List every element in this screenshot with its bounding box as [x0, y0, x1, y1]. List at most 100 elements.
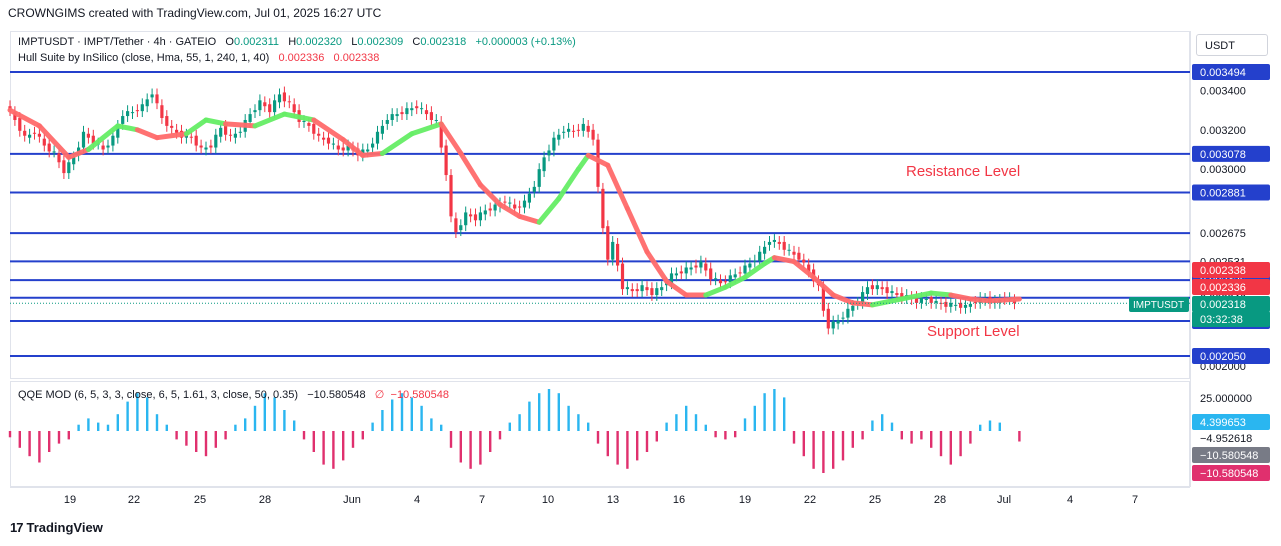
qqe-indicator-name: QQE MOD (6, 5, 3, 3, close, 6, 5, 1.61, … — [18, 389, 299, 401]
candle-body — [454, 218, 458, 233]
qqe-bar — [773, 389, 776, 431]
hull-segment — [585, 152, 611, 168]
qqe-bar — [175, 431, 178, 440]
hull-segment — [154, 131, 189, 141]
price-pane[interactable] — [10, 31, 1190, 379]
qqe-bar — [567, 405, 570, 431]
candle-body — [586, 125, 590, 132]
qqe-bar — [763, 393, 766, 431]
candle-body — [194, 135, 198, 146]
time-tick-label: 19 — [739, 494, 751, 506]
candle-body — [72, 157, 76, 165]
time-tick-label: 4 — [1067, 494, 1073, 506]
price-tag-box — [1192, 279, 1270, 295]
candle-body — [155, 94, 159, 104]
qqe-bar — [734, 431, 737, 438]
qqe-bar — [969, 431, 972, 444]
hull-segment — [664, 278, 689, 298]
qqe-value-2: −10.580548 — [390, 389, 449, 401]
candle-body — [28, 134, 32, 138]
qqe-bar — [479, 431, 482, 465]
qqe-bar — [675, 414, 678, 431]
qqe-bar — [606, 431, 609, 457]
qqe-bar — [440, 424, 443, 431]
price-tag-box — [1192, 296, 1270, 312]
symbol-legend[interactable]: IMPTUSDT · IMPT/Tether · 4h · GATEIO O0.… — [18, 36, 576, 48]
hull-segment — [722, 274, 748, 290]
hull-segment — [252, 111, 287, 129]
price-tag-box — [1192, 262, 1270, 278]
candle-body — [277, 94, 282, 103]
candle-body — [390, 114, 394, 120]
tradingview-logo-text: TradingView — [26, 520, 103, 535]
candle-body — [537, 169, 541, 187]
hull-segment — [311, 117, 346, 143]
candle-body — [219, 127, 223, 137]
candle-body — [268, 104, 272, 113]
qqe-bar — [67, 431, 70, 440]
open-label: O — [225, 36, 234, 48]
candle-body — [709, 268, 713, 280]
qqe-bar — [420, 405, 423, 431]
qqe-value-1: −10.580548 — [307, 389, 366, 401]
candle-body — [522, 200, 527, 208]
qqe-legend[interactable]: QQE MOD (6, 5, 3, 3, close, 6, 5, 1.61, … — [18, 388, 449, 401]
qqe-bar — [391, 399, 394, 431]
hull-segment — [928, 290, 954, 298]
qqe-bar — [322, 431, 325, 465]
hull-segment — [948, 292, 973, 302]
candle-body — [228, 134, 233, 136]
time-tick-label: 19 — [64, 494, 76, 506]
candle-body — [542, 157, 546, 172]
candle-body — [797, 252, 801, 260]
symbol-tag-label: IMPTUSDT — [1133, 300, 1184, 311]
candle-body — [924, 298, 928, 300]
time-axis[interactable] — [10, 487, 1190, 512]
qqe-bar — [920, 431, 923, 440]
qqe-bar — [508, 422, 511, 431]
hull-legend[interactable]: Hull Suite by InSilico (close, Hma, 55, … — [18, 52, 379, 64]
qqe-bar — [302, 431, 306, 440]
price-tick-label: 0.003200 — [1200, 125, 1246, 137]
candle-body — [846, 308, 850, 318]
qqe-bar — [577, 414, 580, 431]
hull-segment — [340, 137, 366, 158]
candle-body — [469, 214, 473, 217]
candle-body — [861, 292, 865, 303]
candle-body — [895, 293, 899, 296]
candle-body — [611, 241, 615, 260]
qqe-bar — [371, 422, 374, 431]
candle-body — [954, 304, 958, 306]
price-axis[interactable] — [1190, 31, 1281, 487]
candle-body — [91, 135, 95, 144]
hull-value-2: 0.002338 — [333, 52, 380, 64]
qqe-bar — [146, 397, 149, 431]
qqe-bar — [116, 414, 119, 431]
currency-selector[interactable]: USDT — [1196, 34, 1268, 56]
candle-body — [743, 265, 747, 274]
candle-body — [37, 133, 41, 137]
candle-body — [317, 133, 321, 136]
candle-body — [233, 133, 237, 138]
high-label: H — [288, 36, 297, 48]
candle-body — [444, 145, 448, 176]
qqe-tick-label: 25.000000 — [1200, 393, 1252, 405]
hull-segment — [7, 107, 42, 129]
qqe-bar — [1018, 431, 1021, 442]
qqe-bar — [665, 422, 668, 431]
candle-body — [963, 304, 968, 308]
chart-caption: CROWNGIMS created with TradingView.com, … — [8, 6, 382, 20]
qqe-bar — [900, 431, 903, 440]
candle-body — [434, 119, 438, 121]
hull-segment — [742, 261, 768, 280]
candle-body — [782, 241, 786, 250]
candle-body — [596, 139, 600, 187]
tradingview-logo: 17 TradingView — [10, 520, 103, 535]
candle-body — [165, 116, 169, 126]
qqe-bar — [890, 422, 894, 431]
candle-body — [253, 110, 257, 113]
qqe-bar — [596, 431, 600, 444]
time-tick-label: 13 — [607, 494, 619, 506]
candle-body — [57, 153, 61, 163]
